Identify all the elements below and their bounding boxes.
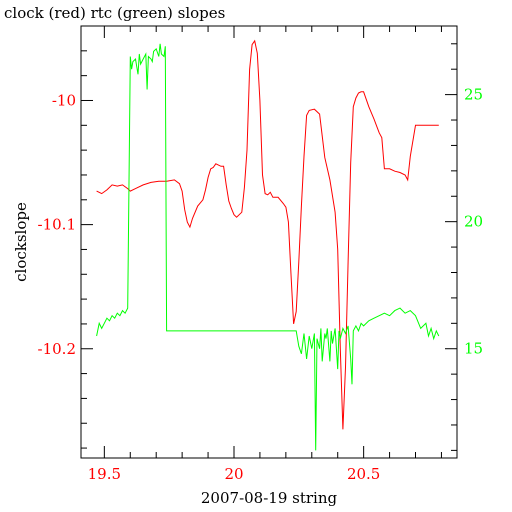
y-right-tick-label: 25 bbox=[464, 86, 483, 104]
y-right-tick-label: 20 bbox=[464, 213, 483, 231]
chart-title: clock (red) rtc (green) slopes bbox=[4, 4, 225, 22]
y-axis-label: clockslope bbox=[12, 202, 30, 282]
y-left-tick-label: -10.1 bbox=[38, 216, 76, 234]
x-tick-label: 19.5 bbox=[88, 465, 121, 483]
axis-tick-labels: 19.5 20 20.5 -10.2 -10.1 -10 15 20 25 bbox=[38, 86, 484, 483]
plot-frame bbox=[80, 25, 458, 459]
series-group bbox=[96, 39, 440, 451]
y-right-tick-label: 15 bbox=[464, 340, 483, 358]
series-line-rtc bbox=[96, 43, 440, 451]
y-left-tick-label: -10.2 bbox=[38, 340, 76, 358]
series-line-clock bbox=[96, 39, 439, 430]
x-axis-label: 2007-08-19 string bbox=[201, 489, 338, 507]
x-tick-label: 20.5 bbox=[347, 465, 380, 483]
y-left-tick-label: -10 bbox=[52, 91, 76, 109]
axis-ticks bbox=[81, 25, 457, 458]
x-tick-label: 20 bbox=[224, 465, 243, 483]
